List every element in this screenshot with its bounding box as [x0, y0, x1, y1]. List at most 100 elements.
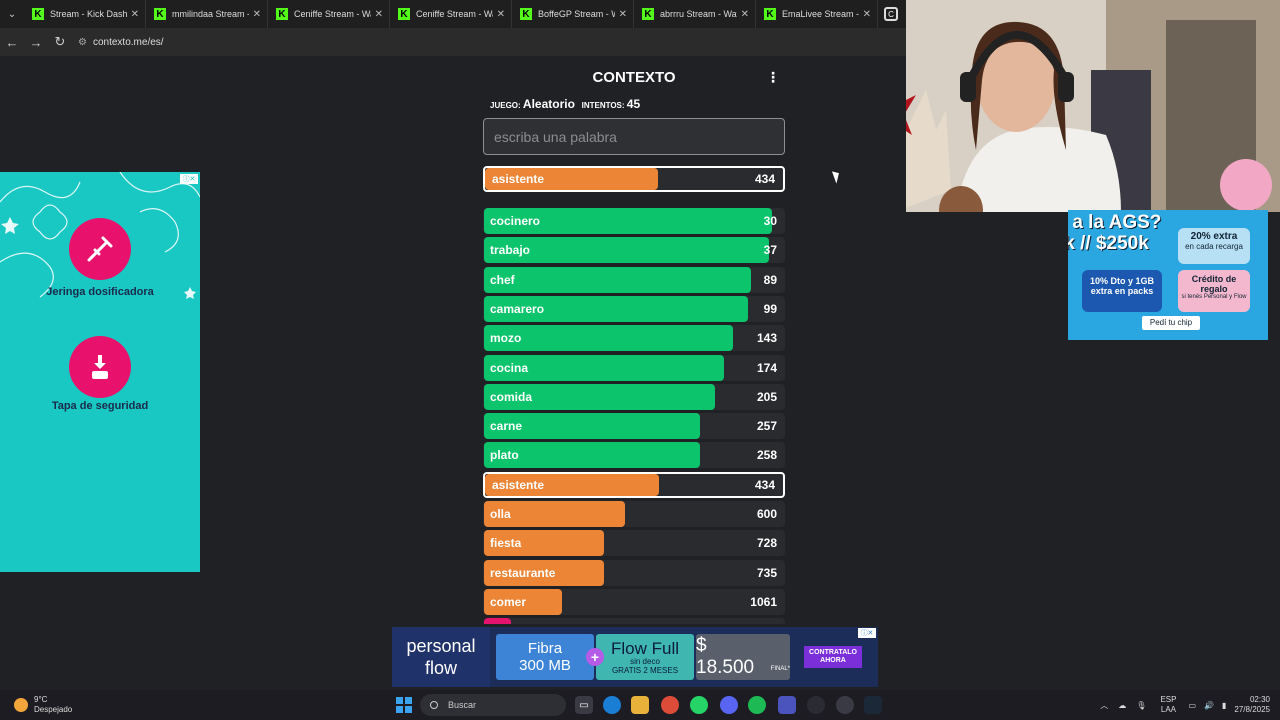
card-title: 20% extra	[1190, 231, 1238, 242]
fibra-offer: Fibra 300 MB	[496, 634, 594, 680]
kick-favicon-icon: K	[642, 8, 654, 20]
search-icon	[430, 701, 438, 709]
kick-favicon-icon: K	[398, 8, 410, 20]
weather-icon	[14, 698, 28, 712]
chrome-icon[interactable]	[661, 696, 679, 714]
steam-icon[interactable]	[864, 696, 882, 714]
bottom-advertisement[interactable]: personal flow Fibra 300 MB + Flow Full s…	[392, 627, 878, 687]
overlay-headline: Viajo a la AGS? $130k // $250k	[1068, 212, 1161, 254]
browser-tab[interactable]: K Ceniffe Stream - Watc✕	[268, 0, 390, 28]
game-mode-value: Aleatorio	[522, 97, 575, 111]
weather-widget[interactable]: 9°C Despejado	[14, 695, 104, 715]
whatsapp-icon[interactable]	[690, 696, 708, 714]
ad-item-label: Jeringa dosificadora	[46, 286, 154, 298]
windows-start-icon[interactable]	[396, 697, 412, 713]
microphone-icon[interactable]: 🎙	[1136, 700, 1147, 710]
similarity-bar	[484, 354, 724, 381]
browser-tab[interactable]: K BoffeGP Stream - Wa✕	[512, 0, 634, 28]
browser-tab[interactable]: K Ceniffe Stream - Watc✕	[390, 0, 512, 28]
contract-now-button[interactable]: CONTRATALO AHORA	[804, 646, 862, 668]
guess-row: trabajo 37	[483, 237, 785, 264]
tray-chevron-up-icon[interactable]: ︿	[1100, 700, 1109, 710]
battery-icon[interactable]: ▮	[1222, 700, 1227, 710]
close-tab-icon[interactable]: ✕	[740, 8, 749, 20]
guess-word: comida	[490, 389, 533, 404]
get-chip-button[interactable]: Pedí tu chip	[1142, 316, 1200, 330]
fibra-speed: 300 MB	[519, 657, 571, 674]
taskbar-search-label: Buscar	[448, 700, 477, 710]
onedrive-icon[interactable]: ☁	[1118, 700, 1127, 710]
edge-icon[interactable]	[603, 696, 621, 714]
guess-row: camarero 99	[483, 295, 785, 322]
close-tab-icon[interactable]: ✕	[252, 8, 261, 20]
price-value: $ 18.500	[696, 635, 755, 678]
obs-icon[interactable]	[807, 696, 825, 714]
flow-offer: Flow Full sin deco GRATIS 2 MESES	[596, 634, 694, 680]
guess-word: asistente	[492, 477, 545, 492]
address-bar: ← → ↻ ⚙ contexto.me/es/	[0, 28, 906, 56]
page-content: ⓘ✕ Jeringa dosificadora Tapa de segurida…	[0, 57, 906, 624]
close-tab-icon[interactable]: ✕	[618, 8, 627, 20]
menu-dots-icon[interactable]: ⋮	[766, 69, 780, 85]
card-subtitle: si tenés Personal y Flow	[1181, 294, 1247, 300]
similarity-bar	[484, 588, 562, 615]
guess-rank: 99	[763, 301, 777, 316]
close-tab-icon[interactable]: ✕	[496, 8, 505, 20]
forward-arrow-icon[interactable]: →	[29, 34, 43, 50]
guess-rank: 30	[763, 214, 777, 228]
tab-favicon-icon[interactable]: C	[884, 7, 898, 21]
similarity-bar	[485, 473, 659, 496]
task-view-icon[interactable]: ▭	[575, 696, 593, 714]
site-settings-icon[interactable]: ⚙	[78, 36, 87, 48]
spotify-icon[interactable]	[748, 696, 766, 714]
ad-info-icon[interactable]: ⓘ✕	[180, 174, 198, 184]
left-advertisement[interactable]: ⓘ✕ Jeringa dosificadora Tapa de segurida…	[0, 172, 200, 572]
attempts-value: 45	[626, 97, 641, 111]
offer-card: 10% Dto y 1GB extra en packs	[1082, 270, 1162, 312]
guess-rank: 37	[763, 243, 777, 258]
similarity-bar	[484, 559, 604, 586]
language-code: ESP	[1160, 695, 1177, 704]
reload-icon[interactable]: ↻	[54, 34, 66, 49]
similarity-bar	[484, 442, 700, 469]
kick-favicon-icon: K	[276, 8, 288, 20]
keyboard-layout: LAA	[1160, 705, 1177, 714]
price-note: FINAL*	[770, 666, 790, 672]
overlay-advertisement[interactable]: Viajo a la AGS? $130k // $250k 20% extra…	[1068, 210, 1268, 340]
clock[interactable]: 02:30 27/8/2025	[1234, 695, 1270, 715]
teams-icon[interactable]	[778, 696, 796, 714]
headline-line: Viajo a la AGS?	[1068, 212, 1162, 233]
close-tab-icon[interactable]: ✕	[130, 8, 139, 20]
similarity-bar	[484, 237, 769, 264]
guess-word: restaurante	[490, 565, 556, 580]
file-explorer-icon[interactable]	[631, 696, 649, 714]
ad-info-icon[interactable]: ⓘ✕	[858, 628, 876, 638]
close-tab-icon[interactable]: ✕	[862, 8, 871, 20]
guess-word: trabajo	[490, 243, 531, 258]
last-guess-bar	[485, 168, 658, 190]
app-icon[interactable]	[836, 696, 854, 714]
word-input[interactable]	[483, 118, 785, 155]
guess-rank: 728	[756, 536, 777, 551]
flow-free: GRATIS 2 MESES	[611, 665, 679, 675]
tab-search-chevron-icon[interactable]: ⌄	[7, 8, 17, 20]
browser-tab[interactable]: K Stream - Kick Dashbo✕	[24, 0, 146, 28]
guess-row: mozo 143	[483, 325, 785, 352]
guess-word: fiesta	[490, 536, 522, 551]
guess-rank: 143	[756, 331, 777, 346]
language-indicator[interactable]: ESP LAA	[1160, 695, 1176, 715]
url-field[interactable]: contexto.me/es/	[92, 36, 164, 48]
game-mode-label: JUEGO:	[490, 101, 521, 110]
guess-rank: 1061	[750, 594, 777, 609]
taskbar-search[interactable]: Buscar	[420, 694, 566, 716]
back-arrow-icon[interactable]: ←	[5, 34, 19, 50]
syringe-icon	[69, 218, 131, 280]
close-tab-icon[interactable]: ✕	[374, 8, 383, 20]
guess-rank: 258	[756, 448, 777, 463]
discord-icon[interactable]	[720, 696, 738, 714]
browser-tab[interactable]: K EmaLivee Stream - W✕	[756, 0, 878, 28]
volume-icon[interactable]: 🔊	[1204, 700, 1214, 710]
monitor-icon[interactable]: ▭	[1188, 700, 1197, 710]
